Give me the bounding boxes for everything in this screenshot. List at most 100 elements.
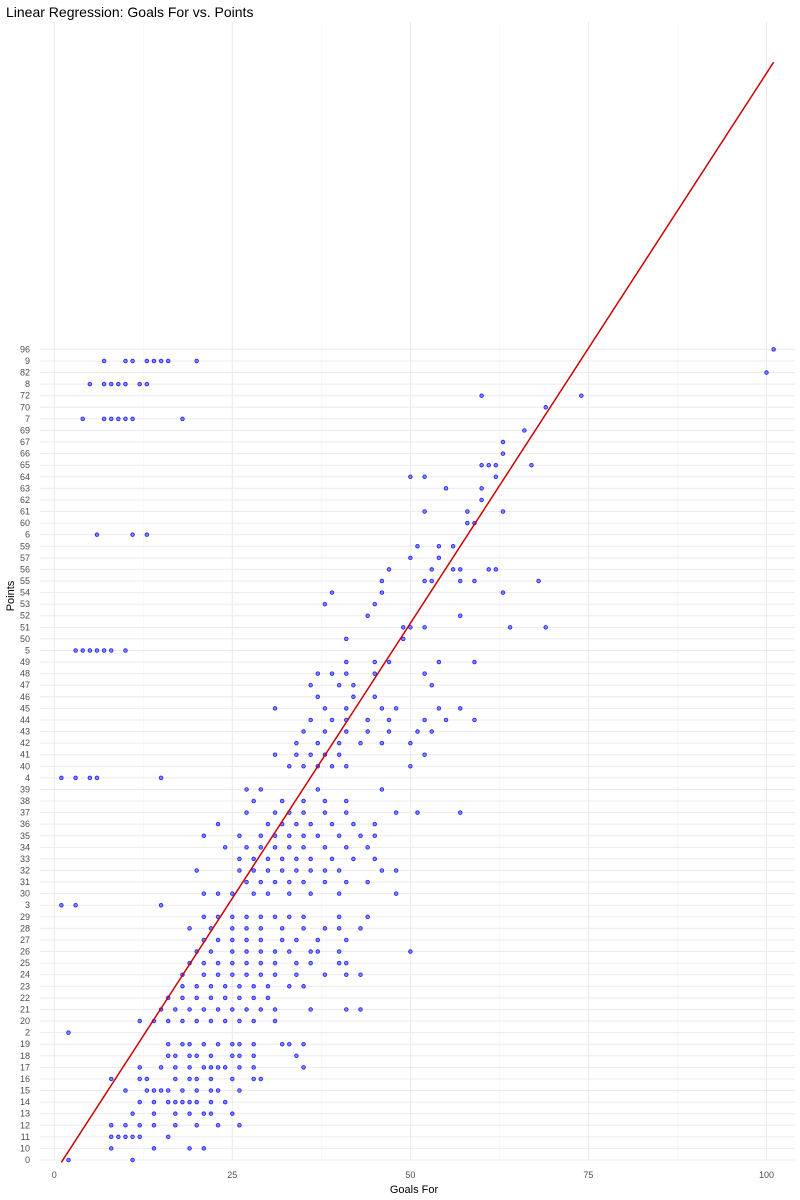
data-point xyxy=(116,1134,121,1140)
data-point xyxy=(329,856,335,862)
data-point xyxy=(108,381,114,387)
data-point xyxy=(173,1099,178,1105)
data-point xyxy=(401,636,406,642)
data-point xyxy=(230,926,235,931)
y-tick-label: 18 xyxy=(20,1051,30,1061)
y-tick-label: 21 xyxy=(20,1004,30,1014)
data-point xyxy=(308,717,313,723)
data-point xyxy=(287,914,292,920)
data-point xyxy=(194,868,199,873)
data-point xyxy=(187,1146,192,1151)
data-point xyxy=(522,428,527,433)
data-point xyxy=(130,1157,135,1163)
data-point xyxy=(386,729,392,734)
data-point xyxy=(251,1076,256,1082)
data-point xyxy=(294,972,299,977)
data-point xyxy=(272,752,278,757)
data-point xyxy=(351,682,356,688)
y-tick-label: 27 xyxy=(20,935,30,945)
data-point xyxy=(130,358,135,364)
data-point xyxy=(258,1007,264,1012)
y-tick-label: 67 xyxy=(20,437,30,447)
data-point xyxy=(294,752,299,757)
data-point xyxy=(144,1088,150,1093)
data-point xyxy=(287,984,292,989)
data-point xyxy=(187,1007,192,1012)
data-point xyxy=(457,810,463,815)
data-point xyxy=(386,717,392,723)
data-point xyxy=(165,1099,171,1105)
data-point xyxy=(443,717,449,723)
data-point xyxy=(486,462,491,468)
data-point xyxy=(144,532,150,537)
data-point xyxy=(130,1134,135,1140)
data-point xyxy=(301,764,306,769)
data-point xyxy=(158,1088,164,1093)
data-point xyxy=(130,1111,135,1116)
data-point xyxy=(336,926,342,931)
data-point xyxy=(215,960,221,966)
data-point xyxy=(201,891,207,896)
y-tick-label: 43 xyxy=(20,727,30,737)
data-point xyxy=(180,995,185,1001)
data-point xyxy=(344,960,349,966)
data-point xyxy=(187,1065,192,1070)
data-point xyxy=(279,937,285,943)
data-point xyxy=(344,1007,349,1012)
data-point xyxy=(272,1018,278,1024)
data-point xyxy=(108,648,114,653)
data-point xyxy=(408,740,413,746)
data-point xyxy=(294,868,299,873)
data-point xyxy=(59,902,64,908)
data-point xyxy=(251,984,256,989)
data-point xyxy=(258,926,264,931)
data-point xyxy=(94,648,100,653)
data-point xyxy=(486,567,491,572)
data-point xyxy=(301,729,306,734)
data-point xyxy=(301,1065,306,1070)
y-tick-label: 55 xyxy=(20,576,30,586)
data-point xyxy=(322,879,328,885)
chart-title: Linear Regression: Goals For vs. Points xyxy=(6,4,253,20)
y-axis-ticks: 0101112131415161718192202122232425262728… xyxy=(20,344,30,1165)
data-point xyxy=(215,1065,221,1070)
data-point xyxy=(372,821,378,827)
y-tick-label: 17 xyxy=(20,1062,30,1072)
data-point xyxy=(336,740,342,746)
data-point xyxy=(422,509,427,514)
data-point xyxy=(137,1018,142,1024)
data-point xyxy=(123,648,128,653)
data-point xyxy=(173,1123,178,1128)
data-point xyxy=(215,1007,221,1012)
data-point xyxy=(422,474,427,480)
data-point xyxy=(365,914,370,920)
data-point xyxy=(493,462,499,468)
data-point xyxy=(322,868,328,873)
data-point xyxy=(315,671,321,676)
data-point xyxy=(230,1007,235,1012)
data-point xyxy=(80,648,85,653)
data-point xyxy=(144,358,150,364)
y-tick-label: 12 xyxy=(20,1120,30,1130)
data-point xyxy=(66,1157,71,1163)
data-point xyxy=(315,740,321,746)
data-point xyxy=(365,729,370,734)
y-tick-label: 82 xyxy=(20,368,30,378)
data-point xyxy=(208,995,214,1001)
y-tick-label: 4 xyxy=(25,773,30,783)
data-point xyxy=(443,486,449,491)
y-tick-label: 59 xyxy=(20,541,30,551)
data-point xyxy=(372,694,378,700)
data-point xyxy=(386,659,392,665)
data-point xyxy=(201,1146,207,1151)
y-tick-label: 49 xyxy=(20,657,30,667)
data-point xyxy=(336,752,342,757)
data-point xyxy=(108,1123,114,1128)
data-point xyxy=(158,775,164,781)
y-tick-label: 60 xyxy=(20,518,30,528)
y-tick-label: 10 xyxy=(20,1143,30,1153)
data-point xyxy=(237,1123,242,1128)
y-tick-label: 29 xyxy=(20,912,30,922)
data-point xyxy=(472,578,477,584)
y-tick-label: 34 xyxy=(20,842,30,852)
